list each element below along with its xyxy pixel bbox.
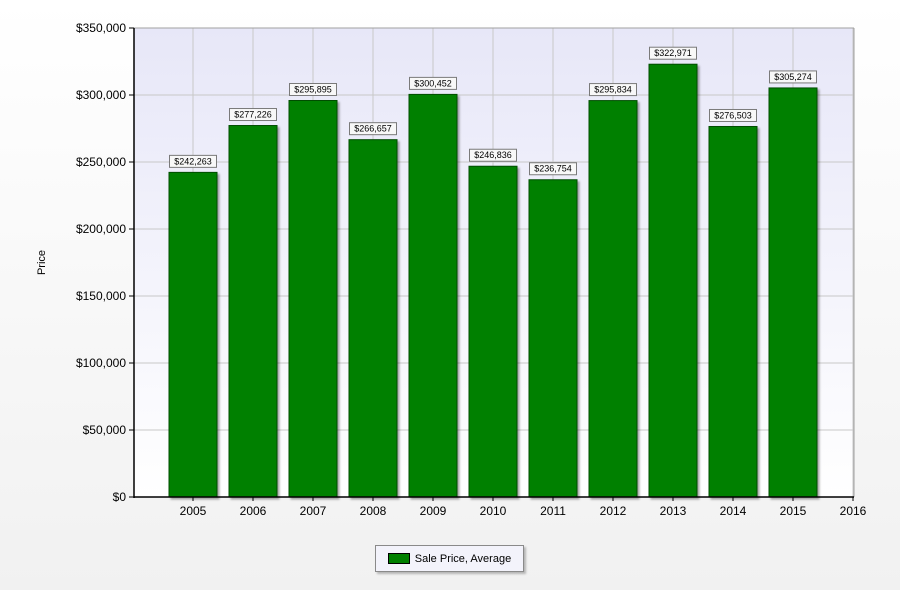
- x-tick-label: 2007: [300, 504, 327, 518]
- bar: [648, 63, 698, 498]
- y-tick-label: $300,000: [76, 88, 126, 102]
- data-label: $300,452: [414, 78, 452, 88]
- bar: [228, 125, 278, 498]
- y-tick-label: $350,000: [76, 21, 126, 35]
- x-tick-label: 2011: [540, 504, 566, 518]
- y-tick-label: $0: [113, 490, 127, 504]
- data-label: $322,971: [654, 48, 692, 58]
- bar: [168, 171, 218, 498]
- bar: [768, 87, 818, 498]
- x-tick-label: 2006: [240, 504, 267, 518]
- y-axis-title: Price: [36, 250, 48, 275]
- bar: [348, 139, 398, 498]
- data-label-box: [169, 154, 217, 168]
- x-tick-label: 2008: [360, 504, 387, 518]
- data-label-box: [229, 108, 277, 122]
- x-tick-label: 2009: [420, 504, 447, 518]
- data-label: $305,274: [774, 72, 812, 82]
- legend: Sale Price, Average: [375, 545, 524, 572]
- y-tick-label: $250,000: [76, 155, 126, 169]
- bar: [408, 93, 458, 498]
- bar: [588, 100, 638, 498]
- data-label-box: [289, 83, 337, 97]
- data-label-box: [349, 122, 397, 136]
- data-label: $246,836: [474, 150, 512, 160]
- legend-swatch: [387, 553, 410, 564]
- data-label-box: [469, 148, 517, 162]
- data-label-box: [589, 83, 637, 97]
- data-label: $295,895: [294, 85, 332, 95]
- axes: $0 $50,000 $100,000 $150,000 $200,000 $250,00…: [76, 21, 867, 518]
- y-tick-label: $200,000: [76, 222, 126, 236]
- data-label-box: [529, 162, 577, 176]
- data-labels: $242,263 $277,226 $295,895 $266,657 $300,452…: [169, 46, 817, 176]
- bars: [168, 63, 818, 498]
- data-label-box: [709, 108, 757, 122]
- y-tick-label: $100,000: [76, 356, 126, 370]
- x-tick-label: 2010: [480, 504, 507, 518]
- y-tick-label: $150,000: [76, 289, 126, 303]
- bar: [468, 165, 518, 498]
- x-tick-label: 2016: [840, 504, 867, 518]
- data-label: $266,657: [354, 124, 392, 134]
- bar: [288, 100, 338, 498]
- data-label: $276,503: [714, 110, 752, 120]
- x-tick-label: 2005: [180, 504, 207, 518]
- data-label-box: [769, 70, 817, 84]
- x-tick-label: 2014: [720, 504, 747, 518]
- y-tick-label: $50,000: [83, 423, 127, 437]
- x-tick-label: 2012: [600, 504, 627, 518]
- legend-label: Sale Price, Average: [414, 552, 512, 565]
- data-label: $242,263: [174, 156, 212, 166]
- bar: [528, 179, 578, 498]
- data-label: $236,754: [534, 164, 572, 174]
- data-label: $295,834: [594, 85, 632, 95]
- bar: [708, 125, 758, 498]
- data-label-box: [649, 46, 697, 60]
- data-label: $277,226: [234, 110, 272, 120]
- x-tick-label: 2013: [660, 504, 687, 518]
- x-tick-label: 2015: [780, 504, 807, 518]
- data-label-box: [409, 76, 457, 90]
